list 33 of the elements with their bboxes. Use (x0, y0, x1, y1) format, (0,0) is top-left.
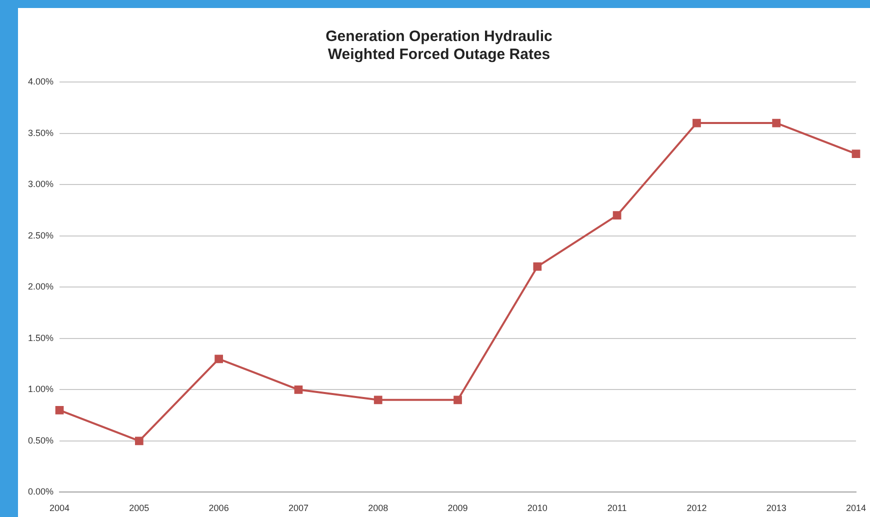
point (214, 354, 223, 364)
point (772, 118, 781, 128)
y-tick-label: 3.00% (28, 179, 54, 190)
point (55, 406, 64, 414)
point (533, 262, 542, 271)
x-tick-label: 2010 (527, 503, 548, 514)
x-tick-label: 2005 (129, 503, 150, 514)
y-tick-label: 3.50% (28, 128, 54, 138)
point (852, 150, 860, 158)
x-tick-label: 2014 (846, 503, 866, 514)
y-tick-label: 2.50% (28, 230, 54, 240)
text: Weighted Forced Outage Rates (328, 46, 550, 64)
x-tick-label: 2011 (607, 503, 627, 514)
point (612, 211, 622, 220)
point (134, 436, 144, 446)
y-tick-label: 2.00% (28, 282, 54, 292)
point (374, 396, 382, 404)
x-tick-label: 2004 (50, 503, 70, 514)
x-tick-label: 2012 (686, 503, 707, 514)
y-tick-label: 1.00% (28, 384, 54, 394)
point (692, 118, 701, 128)
x-tick-label: 2008 (368, 503, 388, 514)
text: Generation Operation Hydraulic (326, 28, 552, 46)
x-tick-label: 2007 (288, 503, 308, 514)
y-tick-label: 0.50% (28, 435, 54, 446)
y-tick-label: 4.00% (28, 76, 54, 86)
y-tick-label: 0.00% (28, 486, 54, 497)
point (454, 396, 462, 404)
x-tick-label: 2013 (766, 503, 786, 514)
point (294, 385, 303, 394)
y-tick-label: 1.50% (28, 332, 54, 343)
x-tick-label: 2006 (208, 503, 229, 514)
x-tick-label: 2009 (448, 503, 468, 514)
